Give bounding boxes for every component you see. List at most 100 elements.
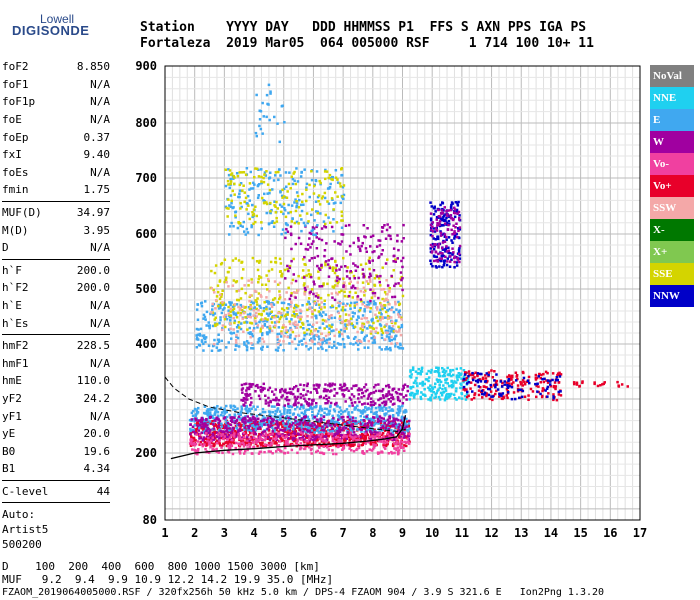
echo-point bbox=[405, 444, 408, 448]
echo-point bbox=[245, 208, 248, 211]
echo-point bbox=[424, 378, 428, 381]
echo-point bbox=[264, 402, 268, 405]
echo-point bbox=[302, 327, 305, 330]
echo-point bbox=[215, 450, 219, 453]
echo-point bbox=[420, 391, 423, 394]
echo-point bbox=[364, 435, 367, 438]
echo-point bbox=[424, 394, 427, 397]
echo-point bbox=[446, 382, 449, 385]
echo-point bbox=[359, 327, 362, 330]
echo-point bbox=[457, 250, 461, 253]
echo-point bbox=[258, 337, 261, 340]
auto-line: Auto: bbox=[2, 508, 36, 522]
echo-point bbox=[302, 404, 305, 407]
echo-point bbox=[369, 435, 372, 438]
echo-point bbox=[397, 315, 401, 319]
echo-point bbox=[237, 442, 240, 445]
echo-point bbox=[241, 317, 244, 320]
echo-point bbox=[232, 331, 236, 335]
echo-point bbox=[257, 394, 261, 398]
echo-point bbox=[242, 399, 245, 402]
echo-point bbox=[380, 230, 384, 233]
echo-point bbox=[250, 413, 253, 416]
echo-point bbox=[324, 383, 327, 386]
param-label: yF2 bbox=[2, 391, 22, 405]
echo-point bbox=[245, 348, 249, 352]
echo-point bbox=[363, 339, 366, 342]
echo-point bbox=[315, 435, 318, 438]
echo-point bbox=[347, 414, 351, 417]
echo-point bbox=[465, 388, 468, 391]
echo-point bbox=[441, 265, 444, 269]
echo-point bbox=[261, 430, 265, 434]
echo-point bbox=[414, 379, 417, 382]
echo-point bbox=[398, 328, 401, 331]
echo-point bbox=[376, 439, 380, 443]
echo-point bbox=[316, 435, 319, 438]
echo-point bbox=[246, 194, 250, 198]
echo-point bbox=[283, 407, 286, 411]
echo-point bbox=[273, 316, 276, 319]
echo-point bbox=[441, 374, 445, 378]
echo-point bbox=[462, 375, 466, 378]
echo-point bbox=[282, 389, 286, 393]
echo-point bbox=[347, 336, 350, 339]
echo-point bbox=[320, 305, 323, 309]
param-label: fmin bbox=[2, 183, 29, 197]
echo-point bbox=[324, 168, 327, 172]
echo-point bbox=[265, 201, 268, 204]
echo-point bbox=[216, 290, 220, 294]
echo-point bbox=[406, 434, 410, 438]
echo-point bbox=[455, 367, 458, 371]
param-row: foEs N/A bbox=[2, 164, 110, 182]
echo-point bbox=[275, 450, 278, 453]
echo-point bbox=[419, 372, 422, 375]
echo-point bbox=[369, 288, 372, 291]
echo-point bbox=[221, 308, 225, 311]
echo-point bbox=[453, 266, 456, 269]
echo-point bbox=[293, 430, 296, 434]
echo-point bbox=[288, 171, 291, 174]
echo-point bbox=[359, 290, 363, 293]
echo-point bbox=[436, 237, 440, 241]
echo-point bbox=[294, 399, 297, 402]
echo-point bbox=[319, 343, 322, 346]
echo-point bbox=[382, 439, 386, 442]
echo-point bbox=[441, 246, 444, 250]
echo-point bbox=[203, 419, 207, 422]
echo-point bbox=[294, 430, 298, 433]
echo-point bbox=[384, 310, 388, 314]
echo-point bbox=[252, 445, 256, 449]
echo-point bbox=[431, 221, 434, 224]
echo-point bbox=[402, 386, 405, 389]
echo-point bbox=[242, 428, 246, 431]
param-label: yE bbox=[2, 427, 16, 441]
echo-point bbox=[240, 439, 243, 442]
echo-point bbox=[256, 420, 259, 424]
echo-point bbox=[482, 389, 485, 392]
echo-point bbox=[234, 433, 237, 437]
echo-point bbox=[266, 318, 269, 321]
echo-point bbox=[332, 329, 335, 332]
echo-point bbox=[411, 366, 415, 369]
echo-point bbox=[367, 407, 370, 411]
echo-point bbox=[344, 323, 347, 326]
echo-point bbox=[332, 452, 335, 456]
echo-point bbox=[368, 324, 371, 327]
echo-point bbox=[404, 408, 407, 412]
echo-point bbox=[339, 424, 342, 427]
echo-point bbox=[437, 366, 440, 370]
echo-point bbox=[442, 209, 445, 212]
echo-point bbox=[265, 274, 268, 277]
echo-point bbox=[435, 266, 438, 269]
echo-point bbox=[380, 253, 383, 256]
echo-point bbox=[312, 323, 315, 326]
echo-point bbox=[378, 389, 381, 393]
echo-point bbox=[449, 208, 452, 212]
echo-point bbox=[307, 408, 310, 411]
echo-point bbox=[399, 333, 403, 337]
echo-point bbox=[333, 284, 337, 287]
echo-point bbox=[255, 437, 258, 441]
echo-point bbox=[352, 427, 355, 430]
echo-point bbox=[310, 337, 313, 340]
